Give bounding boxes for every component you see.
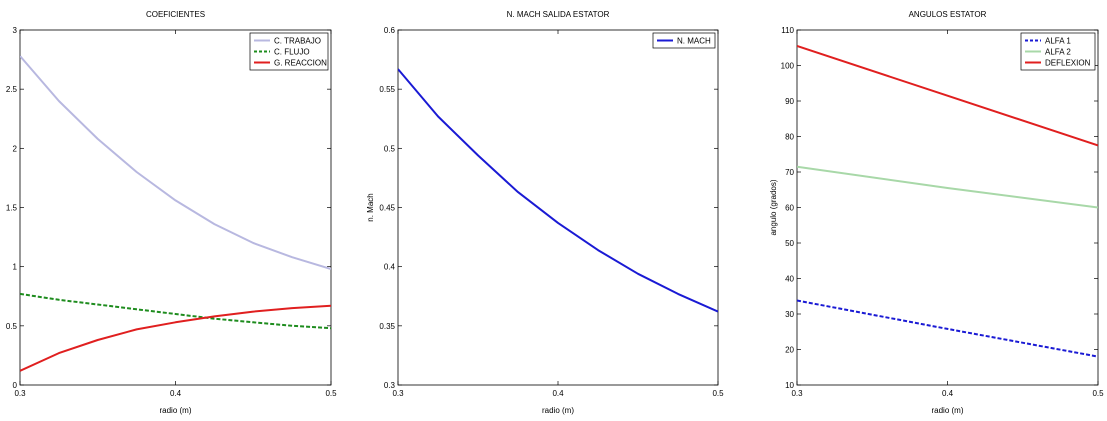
- chart-title: COEFICIENTES: [146, 10, 205, 19]
- x-tick-label: 0.5: [325, 389, 337, 398]
- legend-entry: ALFA 2: [1045, 48, 1071, 57]
- y-tick-label: 70: [785, 168, 794, 177]
- chart-panel-1: COEFICIENTES 0 0.5 1 1.5 2 2.5 3 0.3 0.4 0.5 radio …: [6, 10, 337, 415]
- legend-entry: C. TRABAJO: [274, 37, 321, 46]
- x-tick-label: 0.5: [1092, 389, 1104, 398]
- x-axis-label: radio (m): [931, 406, 963, 415]
- y-tick-label: 90: [785, 97, 794, 106]
- legend-box: [652, 32, 716, 49]
- axes-frame: [397, 29, 719, 386]
- x-tick-label: 0.3: [392, 389, 404, 398]
- y-tick-label: 0.6: [384, 26, 396, 35]
- legend-entry: ALFA 1: [1045, 37, 1071, 46]
- y-tick-label: 20: [785, 346, 794, 355]
- y-tick-label: 30: [785, 310, 794, 319]
- x-axis-label: radio (m): [542, 406, 574, 415]
- series-line-g-reaccion: [20, 304, 331, 372]
- y-tick-label: 2.5: [6, 85, 18, 94]
- x-tick-label: 0.4: [170, 389, 182, 398]
- x-tick-label: 0.3: [791, 389, 803, 398]
- y-tick-label: 0.35: [379, 322, 395, 331]
- legend-entry: C. FLUJO: [274, 48, 310, 57]
- y-tick-label: 1: [13, 263, 18, 272]
- y-tick-label: 60: [785, 204, 794, 213]
- legend: ALFA 1 ALFA 2 DEFLEXION: [1020, 32, 1096, 71]
- series-line-alfa-2: [797, 165, 1098, 209]
- legend-entry: DEFLEXION: [1045, 59, 1091, 68]
- chart-title: ANGULOS ESTATOR: [909, 10, 987, 19]
- y-tick-label: 0.55: [379, 85, 395, 94]
- x-tick-label: 0.4: [552, 389, 564, 398]
- y-tick-label: 0: [13, 381, 18, 390]
- y-tick-label: 10: [785, 381, 794, 390]
- series-line-alfa-1: [797, 299, 1098, 358]
- y-tick-label: 0.45: [379, 204, 395, 213]
- y-axis-label: angulo (grados): [769, 179, 778, 235]
- axes-frame: [796, 29, 1099, 386]
- x-tick-label: 0.3: [14, 389, 26, 398]
- chart-title: N. MACH SALIDA ESTATOR: [507, 10, 610, 19]
- y-tick-label: 2: [13, 144, 18, 153]
- y-tick-label: 110: [781, 26, 794, 35]
- legend: C. TRABAJO C. FLUJO G. REACCION: [249, 32, 329, 71]
- y-tick-label: 100: [781, 62, 795, 71]
- y-axis-label: n. Mach: [366, 193, 375, 221]
- legend-entry: N. MACH: [677, 37, 711, 46]
- legend-box: [249, 32, 329, 71]
- x-axis-label: radio (m): [159, 406, 191, 415]
- y-tick-label: 80: [785, 133, 794, 142]
- series-line-deflexion: [797, 45, 1098, 147]
- series-line-n-mach: [398, 68, 718, 313]
- y-tick-label: 3: [13, 26, 18, 35]
- y-tick-label: 50: [785, 239, 794, 248]
- legend: N. MACH: [652, 32, 716, 49]
- x-tick-label: 0.5: [712, 389, 724, 398]
- chart-panel-3: ANGULOS ESTATOR 10 20 30 40 50 60 70 80 90 100 110 0…: [769, 10, 1104, 415]
- y-tick-label: 0.5: [384, 144, 396, 153]
- y-tick-label: 0.5: [6, 322, 18, 331]
- series-line-c-trabajo: [20, 55, 331, 270]
- y-tick-label: 0.3: [384, 381, 396, 390]
- legend-entry: G. REACCION: [274, 59, 327, 68]
- series-line-c-flujo: [20, 292, 331, 330]
- y-tick-label: 1.5: [6, 204, 18, 213]
- chart-panel-2: N. MACH SALIDA ESTATOR 0.3 0.35 0.4 0.45 0.5 0…: [366, 10, 724, 415]
- y-tick-label: 40: [785, 275, 794, 284]
- axes-frame: [19, 29, 332, 386]
- y-tick-label: 0.4: [384, 263, 396, 272]
- x-tick-label: 0.4: [942, 389, 954, 398]
